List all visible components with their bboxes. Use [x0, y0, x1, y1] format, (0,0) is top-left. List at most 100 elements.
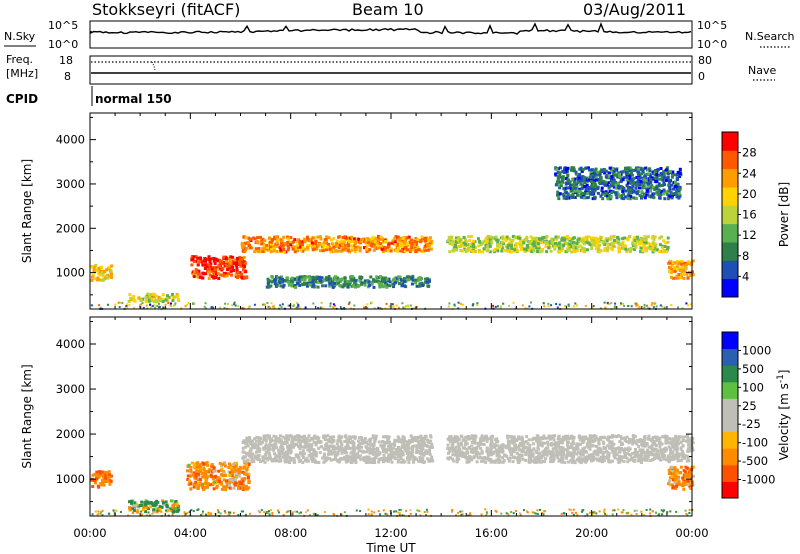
power-cell: [566, 179, 570, 183]
vel-cell: [396, 452, 400, 456]
vel-cell: [348, 455, 352, 459]
vel-cell: [304, 443, 308, 447]
power-cell: [570, 189, 574, 193]
power-cell: [373, 307, 376, 310]
vel-cell: [549, 437, 552, 441]
power-cell: [621, 242, 625, 246]
power-cell: [341, 235, 345, 239]
vel-cell: [370, 448, 374, 452]
power-cell: [557, 241, 561, 245]
vel-cell: [511, 441, 515, 445]
power-cell: [588, 243, 592, 246]
power-cell: [230, 273, 233, 277]
vel-cell: [626, 460, 630, 464]
vel-cell: [395, 439, 399, 443]
power-cell: [648, 167, 652, 171]
vel-cell: [350, 457, 354, 461]
vel-cell: [572, 442, 576, 446]
power-cell: [196, 263, 200, 267]
vel-cell: [224, 485, 228, 489]
vel-cell: [371, 436, 375, 439]
vel-cell: [220, 482, 224, 486]
vel-cell: [245, 436, 249, 440]
vel-cell: [201, 475, 205, 479]
power-cell: [543, 240, 547, 244]
power-cell: [607, 302, 610, 305]
vel-cell: [538, 438, 542, 442]
vel-cell: [503, 444, 507, 448]
vel-cell: [387, 455, 391, 459]
vel-cell: [332, 439, 336, 443]
power-cell: [199, 260, 203, 264]
vel-cell: [202, 466, 206, 470]
power-cell: [653, 243, 657, 247]
power-cell: [485, 249, 489, 253]
power-cell: [512, 301, 515, 304]
vel-cell: [629, 457, 633, 461]
power-cell: [658, 184, 662, 188]
power-cell: [659, 304, 662, 307]
power-cell: [541, 248, 544, 251]
power-cell: [536, 240, 540, 244]
power-cell: [342, 241, 346, 245]
vel-cell: [658, 436, 662, 440]
vel-cell: [661, 452, 665, 456]
power-cell: [423, 236, 427, 240]
vel-cell: [408, 454, 412, 458]
power-cell: [418, 284, 422, 288]
vel-cell: [256, 445, 260, 449]
power-cell: [639, 250, 643, 254]
vel-cell: [281, 455, 285, 459]
vel-cell: [397, 446, 400, 449]
vel-cell: [241, 446, 245, 450]
vel-cell: [209, 483, 212, 487]
power-cell: [614, 186, 618, 190]
vel-cell: [224, 474, 228, 477]
power-cell: [243, 261, 247, 265]
power-cell: [554, 235, 558, 239]
vel-cell: [368, 446, 371, 450]
power-cell: [419, 240, 423, 244]
vel-cell: [245, 467, 249, 471]
vel-cell: [217, 469, 221, 473]
vel-cell: [618, 450, 622, 454]
power-cell: [678, 266, 682, 270]
power-cell: [453, 303, 456, 306]
vel-cell: [283, 460, 287, 464]
power-cell: [105, 274, 108, 278]
power-cell: [162, 306, 165, 309]
power-cell: [156, 305, 159, 307]
vel-cell: [510, 438, 514, 442]
power-cell: [663, 306, 666, 309]
vel-cell: [470, 444, 474, 448]
power-cell: [345, 280, 349, 283]
vel-cell: [368, 440, 372, 444]
power-cell: [224, 260, 228, 264]
vel-cell: [261, 459, 265, 463]
date-title: 03/Aug/2011: [583, 0, 686, 19]
vel-cell: [349, 437, 353, 440]
vel-cell: [389, 457, 393, 461]
power-cell: [270, 302, 273, 305]
power-cell: [468, 248, 471, 252]
vel-cell: [416, 440, 420, 444]
power-cell: [636, 304, 639, 307]
power-cell: [365, 238, 369, 242]
vel-cell: [228, 486, 232, 490]
power-cell: [367, 238, 371, 242]
power-cell: [332, 303, 335, 306]
power-cell: [330, 238, 333, 242]
vel-cell: [377, 440, 381, 444]
power-cell: [663, 245, 667, 248]
vel-cell: [408, 439, 411, 443]
power-cell: [477, 240, 481, 243]
power-cell: [389, 249, 393, 253]
power-cell: [128, 293, 132, 297]
power-cell: [594, 176, 598, 180]
power-cell: [278, 246, 282, 250]
vel-cell: [252, 460, 256, 463]
vel-cell: [446, 443, 450, 447]
vel-cell: [335, 453, 339, 456]
vel-cell: [245, 463, 249, 467]
power-cell: [324, 276, 328, 280]
